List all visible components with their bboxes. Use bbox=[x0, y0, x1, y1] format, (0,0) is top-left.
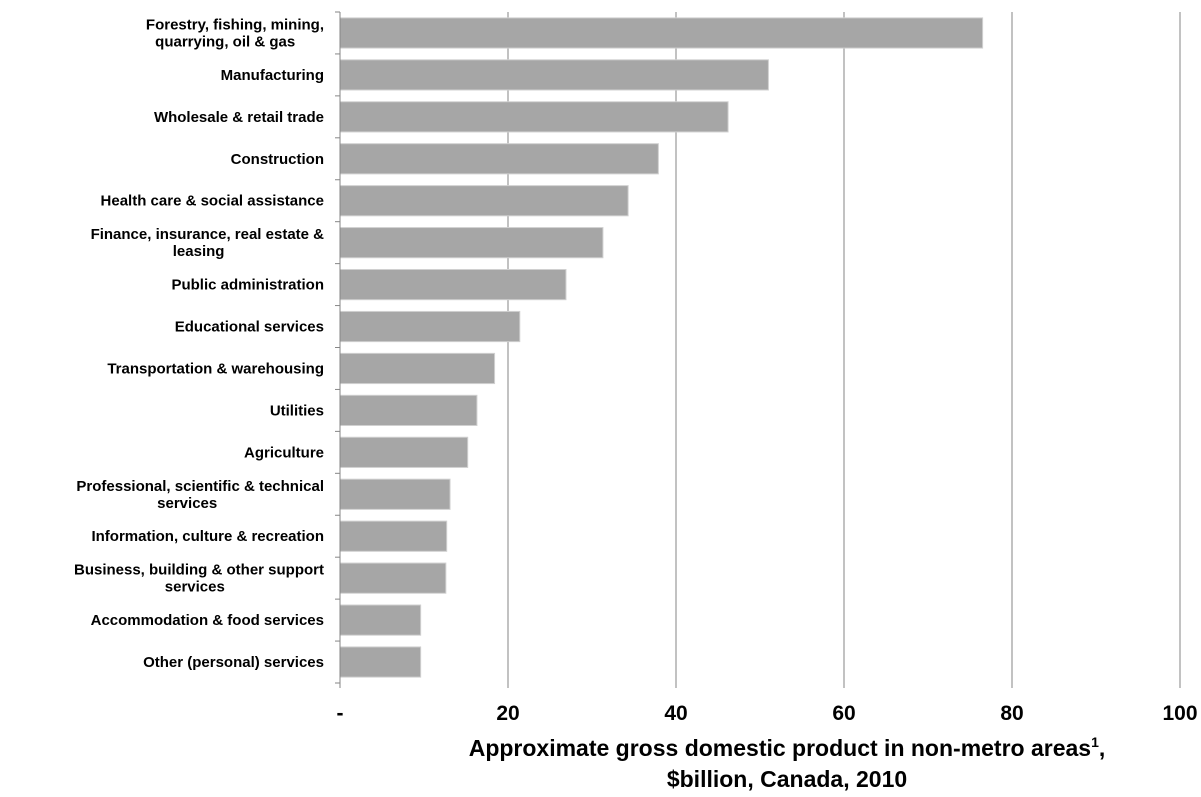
category-label: Agriculture bbox=[244, 444, 324, 461]
bars bbox=[339, 17, 984, 678]
x-axis-title-line1: Approximate gross domestic product in no… bbox=[469, 734, 1106, 761]
x-axis-title-line2: $billion, Canada, 2010 bbox=[667, 766, 907, 792]
axes bbox=[335, 11, 1181, 688]
bar-14 bbox=[339, 604, 422, 636]
bar-13 bbox=[339, 562, 447, 594]
category-label: Construction bbox=[231, 151, 324, 168]
bar-8 bbox=[339, 352, 496, 385]
category-label: Finance, insurance, real estate & leasing bbox=[91, 226, 325, 260]
category-label: Transportation & warehousing bbox=[107, 360, 324, 377]
category-label: Professional, scientific & technical serv… bbox=[76, 478, 324, 512]
bar-2 bbox=[339, 101, 729, 133]
bar-0 bbox=[339, 17, 984, 49]
bar-11 bbox=[339, 478, 451, 510]
bar-4 bbox=[339, 185, 629, 217]
category-labels: Forestry, fishing, mining, quarrying, oil… bbox=[74, 16, 324, 671]
bar-9 bbox=[339, 394, 478, 427]
category-label: Public administration bbox=[171, 277, 324, 294]
bar-7 bbox=[339, 310, 521, 343]
bar-10 bbox=[339, 436, 469, 468]
x-axis-title: Approximate gross domestic product in no… bbox=[469, 734, 1106, 792]
category-label: Other (personal) services bbox=[143, 654, 324, 671]
x-tick-label: 80 bbox=[1000, 702, 1023, 725]
x-tick-label: 100 bbox=[1162, 702, 1197, 725]
category-label: Health care & social assistance bbox=[101, 193, 324, 210]
category-label: Utilities bbox=[270, 402, 324, 419]
x-tick-labels: - 20 40 60 80 100 bbox=[337, 702, 1198, 725]
x-tick-label: 40 bbox=[664, 702, 687, 725]
bar-3 bbox=[339, 143, 659, 175]
x-tick-label: - bbox=[337, 702, 344, 725]
bar-12 bbox=[339, 520, 448, 552]
x-tick-label: 20 bbox=[496, 702, 519, 725]
bar-5 bbox=[339, 227, 604, 259]
category-label: Manufacturing bbox=[221, 67, 324, 84]
category-label: Educational services bbox=[175, 319, 324, 336]
category-label: Business, building & other support servic… bbox=[74, 562, 324, 596]
category-label: Wholesale & retail trade bbox=[154, 109, 324, 126]
bar-1 bbox=[339, 59, 769, 91]
category-label: Forestry, fishing, mining, quarrying, oil… bbox=[146, 16, 324, 50]
bar-15 bbox=[339, 646, 422, 678]
x-tick-label: 60 bbox=[832, 702, 855, 725]
category-label: Information, culture & recreation bbox=[91, 528, 324, 545]
category-label: Accommodation & food services bbox=[91, 612, 324, 629]
bar-6 bbox=[339, 268, 567, 301]
